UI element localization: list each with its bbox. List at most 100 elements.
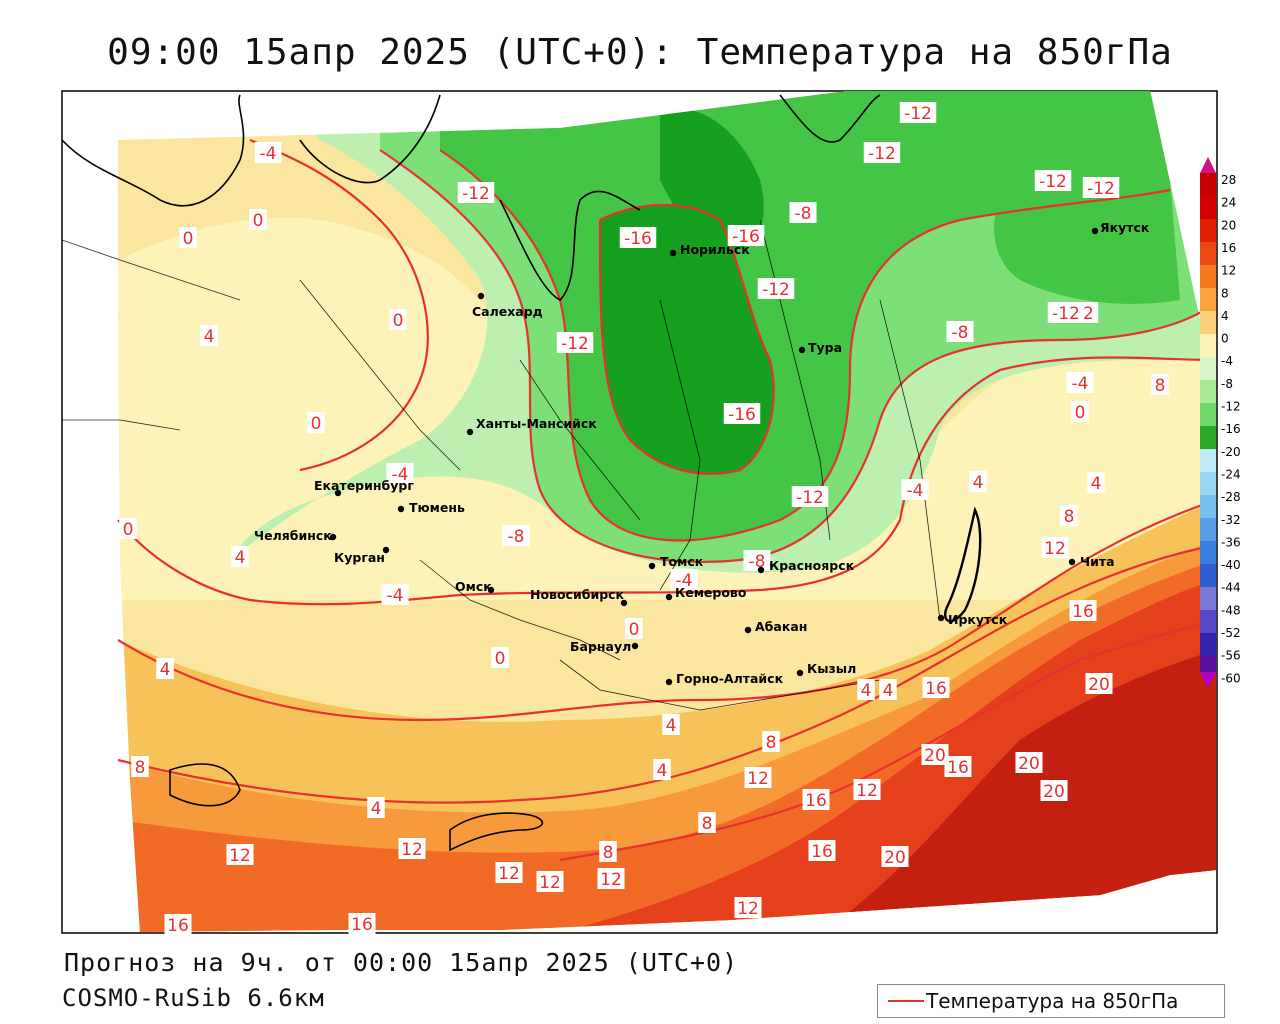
city-marker: Норильск	[669, 242, 750, 257]
colorbar-tick-label: -28	[1221, 490, 1241, 504]
svg-text:8: 8	[1064, 507, 1075, 527]
contour-label: 16	[1069, 600, 1097, 622]
svg-text:Омск: Омск	[455, 579, 492, 594]
svg-text:16: 16	[811, 842, 833, 862]
contour-label: 4	[662, 714, 680, 736]
colorbar-tick-label: -4	[1221, 354, 1233, 368]
contour-label: -4	[1066, 372, 1094, 394]
svg-text:Красноярск: Красноярск	[769, 558, 855, 573]
contour-label: 8	[762, 731, 780, 753]
contour-label: -16	[727, 225, 765, 247]
svg-text:-12: -12	[762, 280, 790, 300]
svg-text:8: 8	[1155, 376, 1166, 396]
temperature-field	[118, 91, 1216, 932]
svg-text:-4: -4	[1072, 374, 1089, 394]
city-marker: Якутск	[1091, 220, 1150, 235]
contour-label: 8	[131, 756, 149, 778]
svg-text:4: 4	[973, 473, 984, 493]
contour-label: 16	[922, 677, 950, 699]
svg-text:-8: -8	[952, 323, 969, 343]
svg-text:12: 12	[1044, 539, 1066, 559]
contour-label: 4	[653, 759, 671, 781]
contour-label: -4	[254, 142, 282, 164]
svg-text:Норильск: Норильск	[680, 242, 750, 257]
svg-text:0: 0	[1075, 403, 1086, 423]
svg-text:-12: -12	[462, 184, 490, 204]
svg-text:16: 16	[1072, 602, 1094, 622]
svg-text:4: 4	[160, 660, 171, 680]
city-marker: Кызыл	[796, 661, 856, 677]
svg-text:Курган: Курган	[334, 550, 385, 565]
admin-borders	[62, 219, 941, 711]
svg-text:-4: -4	[676, 571, 693, 591]
contour-label: 4	[857, 679, 875, 701]
svg-text:16: 16	[351, 915, 373, 935]
svg-text:Тюмень: Тюмень	[409, 500, 465, 515]
city-marker: Тура	[798, 340, 842, 355]
svg-text:12: 12	[747, 769, 769, 789]
chart-title: 09:00 15апр 2025 (UTC+0): Температура на…	[107, 32, 1173, 73]
city-marker: Салехард	[472, 292, 543, 319]
colorbar-tick-label: -56	[1221, 649, 1241, 663]
contour-label: -8	[743, 550, 771, 572]
legend-label: Температура на 850гПа	[926, 989, 1179, 1013]
city-marker: Тюмень	[397, 500, 465, 515]
contour-label: -8	[946, 321, 974, 343]
city-marker: Омск	[455, 579, 495, 594]
svg-text:0: 0	[311, 414, 322, 434]
svg-text:-4: -4	[392, 465, 409, 485]
svg-text:Иркутск: Иркутск	[948, 612, 1008, 627]
svg-text:12: 12	[229, 846, 251, 866]
svg-text:0: 0	[183, 229, 194, 249]
contour-label: 16	[808, 840, 836, 862]
contour-label: 0	[119, 518, 137, 540]
svg-text:12: 12	[600, 870, 622, 890]
contour-label: 4	[879, 679, 897, 701]
svg-text:-8: -8	[508, 527, 525, 547]
contour-label: -16	[723, 403, 761, 425]
city-marker: Новосибирск	[530, 587, 628, 607]
svg-text:16: 16	[167, 916, 189, 936]
svg-text:Абакан: Абакан	[755, 619, 807, 634]
svg-text:4: 4	[666, 716, 677, 736]
colorbar-tick-label: 28	[1221, 173, 1236, 187]
svg-text:Якутск: Якутск	[1100, 220, 1150, 235]
colorbar-tick-label: -60	[1221, 671, 1241, 685]
svg-text:-4: -4	[907, 481, 924, 501]
svg-text:4: 4	[204, 327, 215, 347]
svg-text:0: 0	[123, 520, 134, 540]
contour-label: 20	[921, 744, 949, 766]
svg-text:Барнаул: Барнаул	[570, 639, 631, 654]
contour-label: 8	[1151, 374, 1169, 396]
colorbar-tick-label: -48	[1221, 603, 1241, 617]
city-marker: Челябинск	[254, 528, 337, 543]
contour-label: 12	[226, 844, 254, 866]
contour-label: -4	[901, 479, 929, 501]
contour-label: -12	[556, 332, 594, 354]
svg-text:0: 0	[629, 620, 640, 640]
contour-label: 8	[599, 841, 617, 863]
svg-text:Горно-Алтайск: Горно-Алтайск	[676, 671, 784, 686]
svg-text:-16: -16	[728, 405, 756, 425]
contour-label: 12	[734, 897, 762, 919]
colorbar-tick-label: 0	[1221, 332, 1229, 346]
city-marker: Чита	[1068, 554, 1115, 569]
colorbar-tick-label: 12	[1221, 264, 1236, 278]
contour-label: 12	[536, 871, 564, 893]
svg-text:16: 16	[805, 791, 827, 811]
svg-text:20: 20	[1088, 675, 1110, 695]
contour-label: 12	[398, 838, 426, 860]
svg-text:Салехард: Салехард	[472, 304, 543, 319]
city-marker: Екатеринбург	[314, 478, 414, 497]
contour-label: 8	[1060, 505, 1078, 527]
colorbar-tick-label: -24	[1221, 467, 1241, 481]
colorbar: 28 24 20 16 12 8 4 0 -4 -8 -12 -16 -20 -24 -28 -32 -36 -4…	[1200, 157, 1241, 688]
contour-label: 0	[249, 209, 267, 231]
svg-text:-12: -12	[561, 334, 589, 354]
svg-text:Новосибирск: Новосибирск	[530, 587, 625, 602]
contour-label: 16	[348, 913, 376, 935]
colorbar-tick-label: -16	[1221, 422, 1241, 436]
contour-labels: -4 0 -12 -16 -16 -12 -12 -8 -12 -12 -12 -12 0 4 0 -12 -1…	[119, 102, 1169, 936]
city-marker: Горно-Алтайск	[665, 671, 784, 686]
